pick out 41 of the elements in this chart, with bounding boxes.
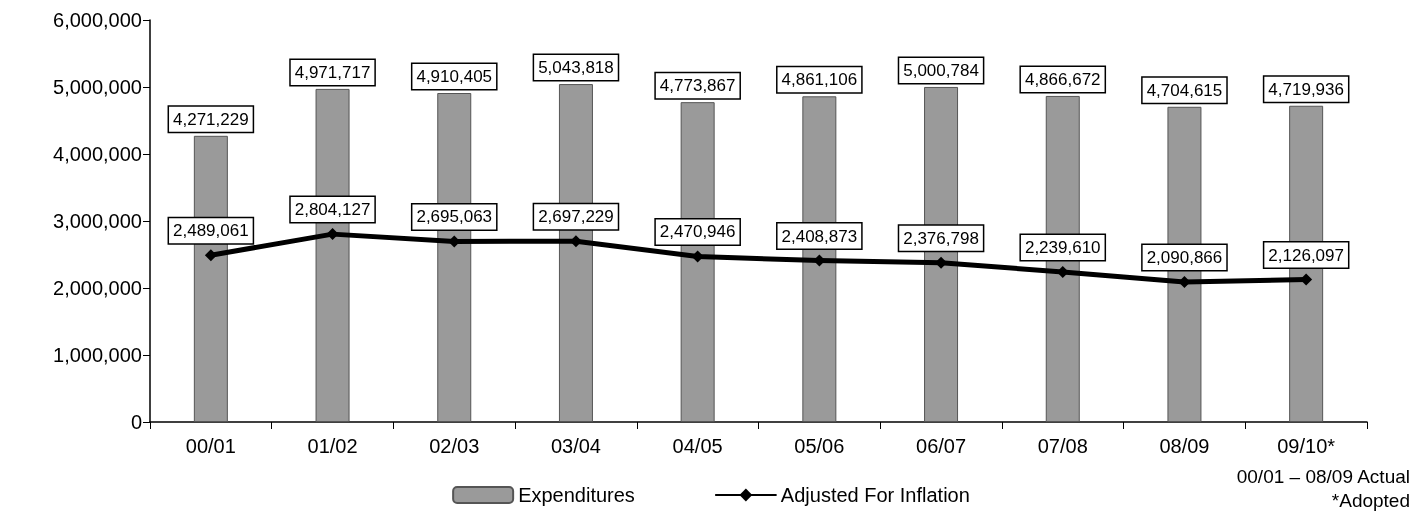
- x-tick-label: 06/07: [916, 435, 967, 457]
- y-tick-label: 5,000,000: [53, 76, 142, 98]
- y-tick-label: 6,000,000: [53, 9, 142, 31]
- data-label: 2,239,610: [1024, 237, 1101, 257]
- legend-label: Expenditures: [518, 484, 635, 506]
- text: *Adopted: [1331, 490, 1410, 511]
- x-tick-label: 08/09: [1159, 435, 1210, 457]
- data-label: 2,697,229: [538, 207, 614, 227]
- y-tick-label: 3,000,000: [53, 210, 142, 232]
- legend-label: Adjusted For Inflation: [780, 484, 970, 506]
- x-tick-label: 07/08: [1037, 435, 1088, 457]
- data-label: 2,408,873: [781, 226, 858, 246]
- data-label: 4,704,615: [1146, 80, 1223, 100]
- x-tick-label: 00/01: [185, 435, 236, 457]
- text: 00/01 – 08/09 Actual: [1236, 466, 1410, 487]
- x-tick-label: 02/03: [429, 435, 480, 457]
- data-label: 2,126,097: [1268, 245, 1344, 265]
- x-tick-label: 01/02: [307, 435, 358, 457]
- data-label: 4,719,936: [1268, 79, 1344, 99]
- data-label: 2,376,798: [903, 228, 979, 248]
- data-label: 4,866,672: [1024, 69, 1101, 89]
- x-tick-label: 04/05: [672, 435, 723, 457]
- data-label: 2,695,063: [416, 207, 493, 227]
- data-label: 2,090,866: [1146, 247, 1223, 267]
- x-tick-label: 03/04: [550, 435, 601, 457]
- y-tick-label: 1,000,000: [53, 344, 142, 366]
- data-label: 4,773,867: [659, 76, 736, 96]
- y-tick-label: 2,000,000: [53, 277, 142, 299]
- data-label: 5,000,784: [903, 60, 979, 80]
- y-tick-label: 4,000,000: [53, 143, 142, 165]
- data-label: 4,271,229: [173, 109, 249, 129]
- data-label: 4,910,405: [416, 67, 493, 86]
- data-label: 2,804,127: [294, 200, 371, 220]
- x-tick-label: 05/06: [794, 435, 845, 457]
- y-tick-label: 0: [130, 411, 142, 433]
- data-label: 4,861,106: [781, 70, 858, 90]
- x-tick-label: 09/10*: [1277, 435, 1336, 457]
- data-label: 5,043,818: [538, 58, 614, 78]
- data-label: 2,489,061: [173, 221, 249, 241]
- data-label: 2,470,946: [659, 222, 736, 242]
- data-label: 4,971,717: [294, 62, 371, 82]
